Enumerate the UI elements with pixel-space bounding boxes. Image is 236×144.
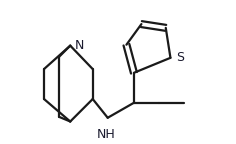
Text: N: N xyxy=(74,39,84,52)
Text: NH: NH xyxy=(97,128,115,141)
Text: S: S xyxy=(177,51,185,64)
